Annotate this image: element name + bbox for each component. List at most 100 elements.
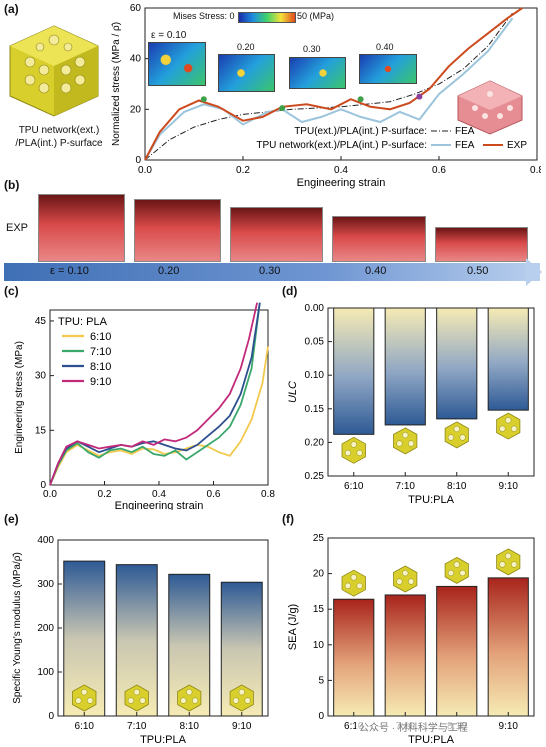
chart-a-marker-3 bbox=[416, 93, 423, 100]
chart-f-bar-3 bbox=[487, 577, 529, 717]
chart-c-legend-label-3: 9:10 bbox=[90, 376, 111, 388]
chart-a-xtick-label: 0.8 bbox=[530, 165, 541, 176]
chart-e-cube-icon-1-hole-left bbox=[127, 697, 135, 704]
panel-b-row-label: EXP bbox=[6, 222, 29, 234]
chart-f-cube-icon-1-hole-top bbox=[402, 570, 409, 577]
chart-a-legend-name-1: FEA bbox=[455, 126, 475, 137]
chart-d-cube-icon-1-body bbox=[393, 427, 418, 455]
chart-e-ytick-label: 200 bbox=[37, 623, 54, 634]
chart-d-cube-icon-3-hole-top bbox=[505, 417, 512, 424]
chart-f-cube-icon-3-hole-top bbox=[505, 552, 512, 560]
strain-label-1: ε = 0.10 bbox=[50, 265, 89, 277]
chart-d-bar-2 bbox=[436, 307, 478, 420]
chart-f-cube-icon-1-hole-left bbox=[396, 578, 403, 585]
snapshot-label-4: 0.40 bbox=[376, 42, 394, 52]
chart-c-ytick-label: 0 bbox=[40, 480, 46, 491]
chart-d-cube-icon-3 bbox=[496, 412, 521, 440]
fea-snapshot-1 bbox=[148, 42, 206, 86]
chart-f-ytick-label: 15 bbox=[313, 604, 325, 615]
chart-c-legend-title: TPU: PLA bbox=[58, 316, 108, 328]
chart-e-cube-icon-3-hole-right bbox=[244, 697, 251, 704]
chart-d-ylabel: ULC bbox=[287, 381, 299, 403]
chart-e: 0 100 200 300 400 6:10 7:10 8:10 9:10 TPU:PLA Spec… bbox=[12, 535, 269, 746]
chart-d-cube-icon-1-hole-top bbox=[402, 431, 409, 439]
chart-a-series-1 bbox=[144, 17, 514, 161]
strain-label-2: 0.20 bbox=[158, 265, 180, 277]
exp-photo-3 bbox=[230, 207, 323, 262]
snapshot-label-1: ε = 0.10 bbox=[151, 30, 187, 41]
chart-a-legend-name-2: FEA bbox=[455, 140, 475, 151]
chart-e-xtick-label: 6:10 bbox=[75, 721, 95, 732]
chart-e-cube-icon-2-body bbox=[177, 684, 202, 712]
strain-label-5: 0.50 bbox=[467, 265, 489, 277]
chart-f-bar-1 bbox=[384, 594, 426, 717]
fea-snapshot-2 bbox=[218, 54, 275, 92]
chart-c: 0.0 0.2 0.4 0.6 0.8 0 15 30 45 Engineering strain… bbox=[14, 302, 275, 510]
chart-e-ytick-label: 100 bbox=[37, 667, 54, 678]
chart-a-xtick-label: 0.2 bbox=[236, 165, 250, 176]
strain-label-4: 0.40 bbox=[365, 265, 387, 277]
chart-a-ytick-label: 20 bbox=[130, 104, 142, 115]
chart-e-cube-icon-0 bbox=[72, 684, 97, 712]
chart-f-xtick-label: 6:10 bbox=[344, 721, 364, 732]
chart-f-xtick-label: 9:10 bbox=[499, 721, 519, 732]
chart-c-series-2 bbox=[49, 302, 261, 486]
chart-a-marker-2 bbox=[357, 96, 364, 103]
strain-label-3: 0.30 bbox=[259, 265, 281, 277]
chart-e-xtick-label: 7:10 bbox=[127, 721, 147, 732]
chart-a-ylabel: Normalized stress (MPa / ρ̄) bbox=[111, 22, 122, 146]
chart-c-ytick-label: 15 bbox=[35, 425, 47, 436]
chart-c-xtick-label: 0.2 bbox=[98, 489, 112, 500]
chart-f-cube-icon-2-hole-top bbox=[453, 561, 460, 568]
chart-f-ytick-label: 0 bbox=[318, 711, 324, 722]
chart-f-cube-icon-0-hole-right bbox=[356, 582, 363, 589]
chart-c-xlabel: Engineering strain bbox=[115, 500, 204, 510]
chart-a-series-0 bbox=[144, 12, 513, 161]
chart-d-ytick-label: 0.10 bbox=[305, 370, 325, 381]
chart-e-cube-icon-2 bbox=[177, 684, 202, 712]
chart-f-cube-icon-2-body bbox=[444, 556, 469, 584]
chart-e-cube-icon-1 bbox=[124, 684, 149, 712]
snapshot-label-3: 0.30 bbox=[303, 44, 321, 54]
chart-f-cube-icon-3 bbox=[496, 548, 521, 576]
chart-d-cube-icon-1-hole-left bbox=[396, 440, 403, 447]
chart-f-bar-2 bbox=[436, 585, 478, 717]
chart-c-legend-label-1: 7:10 bbox=[90, 346, 111, 358]
chart-e-cube-icon-1-hole-top bbox=[133, 689, 140, 696]
panel-d-letter: (d) bbox=[282, 284, 298, 298]
chart-c-ylabel: Engineering stress (MPa) bbox=[14, 341, 25, 454]
chart-f-cube-icon-2-hole-left bbox=[447, 569, 455, 577]
chart-d-cube-icon-3-hole-left bbox=[499, 425, 506, 432]
chart-d-cube-icon-2 bbox=[444, 421, 469, 449]
chart-e-cube-icon-2-hole-left bbox=[180, 697, 187, 704]
chart-c-xtick-label: 0.6 bbox=[207, 489, 221, 500]
chart-e-cube-icon-3-hole-top bbox=[238, 689, 245, 696]
chart-d-frame bbox=[327, 307, 535, 477]
chart-f-ytick-label: 10 bbox=[313, 640, 325, 651]
chart-f-cube-icon-3-hole-left bbox=[499, 561, 506, 568]
colorbar-max: 50 (MPa) bbox=[297, 11, 335, 21]
chart-d-xtick-label: 9:10 bbox=[499, 481, 519, 492]
panel-b-letter: (b) bbox=[4, 178, 20, 192]
panel-c-letter: (c) bbox=[4, 284, 19, 298]
chart-d-cube-icon-2-hole-right bbox=[459, 434, 466, 441]
chart-d-cube-icon-2-body bbox=[444, 421, 469, 449]
chart-f-frame bbox=[327, 537, 535, 717]
chart-f-ylabel: SEA (J/g) bbox=[287, 604, 299, 650]
chart-f-cube-icon-1 bbox=[393, 565, 418, 593]
chart-d-cube-icon-2-hole-left bbox=[447, 434, 455, 441]
strain-strip-arrow bbox=[526, 258, 542, 286]
p-surface-lattice-cube bbox=[9, 25, 99, 117]
chart-f-ytick-label: 20 bbox=[313, 569, 325, 580]
chart-a-ytick-label: 0 bbox=[135, 155, 141, 166]
exp-photo-1 bbox=[38, 194, 125, 262]
chart-d-cube-icon-3-body bbox=[496, 412, 521, 440]
chart-c-ytick-label: 45 bbox=[35, 316, 47, 327]
chart-e-cube-icon-3-hole-left bbox=[232, 697, 240, 704]
chart-d-bar-1 bbox=[384, 307, 426, 426]
chart-e-cube-icon-0-body bbox=[72, 684, 97, 712]
chart-a-legend-name-3: EXP bbox=[507, 140, 527, 151]
chart-f-cube-icon-2-hole-right bbox=[459, 569, 466, 577]
pink-lattice-render bbox=[457, 80, 523, 135]
chart-c-legend-label-2: 8:10 bbox=[90, 361, 111, 373]
